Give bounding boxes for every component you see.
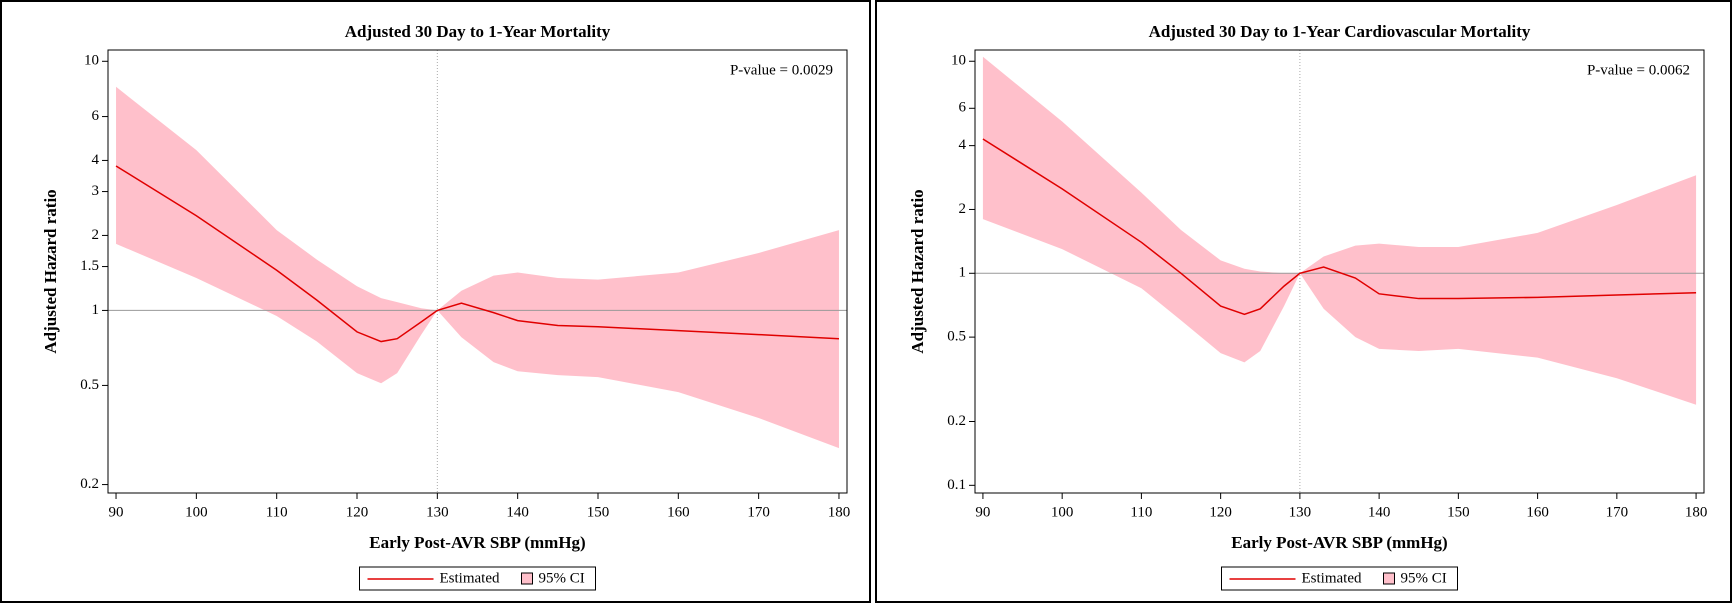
y-tick-label: 2 <box>959 201 967 217</box>
x-tick-label: 130 <box>426 504 449 520</box>
x-tick-label: 170 <box>1606 504 1629 520</box>
y-tick-label: 10 <box>951 53 966 69</box>
x-tick-label: 180 <box>1685 504 1708 520</box>
x-tick-label: 140 <box>506 504 529 520</box>
x-tick-label: 160 <box>667 504 690 520</box>
x-tick-label: 90 <box>975 504 990 520</box>
y-tick-label: 3 <box>92 183 100 199</box>
y-tick-label: 4 <box>959 137 967 153</box>
plot-frame <box>974 49 1705 494</box>
legend-label: 95% CI <box>1401 570 1447 586</box>
x-tick-label: 110 <box>266 504 288 520</box>
chart-panel: Adjusted 30 Day to 1-Year Cardiovascular… <box>875 0 1732 603</box>
legend-box <box>1221 566 1458 591</box>
legend-label: 95% CI <box>539 570 585 586</box>
x-tick-label: 180 <box>828 504 851 520</box>
y-tick-label: 0.1 <box>947 477 966 493</box>
panel-border <box>875 0 1732 603</box>
legend-swatch <box>1383 572 1395 585</box>
p-value: P-value = 0.0062 <box>1587 62 1690 78</box>
x-axis-label: Early Post-AVR SBP (mmHg) <box>1231 533 1447 552</box>
y-tick-label: 2 <box>92 227 100 243</box>
plot-frame <box>107 49 848 494</box>
x-tick-label: 150 <box>1447 504 1470 520</box>
ci-band <box>982 56 1697 405</box>
y-tick-label: 0.5 <box>947 329 966 345</box>
chart-title: Adjusted 30 Day to 1-Year Mortality <box>345 22 611 41</box>
estimate-line <box>115 165 840 343</box>
panel-border <box>0 0 871 603</box>
x-tick-label: 110 <box>1130 504 1152 520</box>
x-axis-label: Early Post-AVR SBP (mmHg) <box>369 533 585 552</box>
y-tick-label: 6 <box>959 100 967 116</box>
y-tick-label: 6 <box>92 108 100 124</box>
chart-title: Adjusted 30 Day to 1-Year Cardiovascular… <box>1149 22 1531 41</box>
y-axis-label: Adjusted Hazard ratio <box>41 189 60 353</box>
y-tick-label: 1 <box>92 302 100 318</box>
x-tick-label: 100 <box>1051 504 1074 520</box>
x-tick-label: 150 <box>587 504 610 520</box>
x-tick-label: 100 <box>185 504 208 520</box>
y-tick-label: 4 <box>92 152 100 168</box>
x-tick-label: 90 <box>109 504 124 520</box>
chart-panel: Adjusted 30 Day to 1-Year Mortality Early… <box>0 0 871 603</box>
x-tick-label: 120 <box>1209 504 1232 520</box>
y-tick-label: 1 <box>959 265 967 281</box>
y-axis-label: Adjusted Hazard ratio <box>908 189 927 353</box>
x-tick-label: 130 <box>1289 504 1312 520</box>
legend-label: Estimated <box>440 570 500 586</box>
y-tick-label: 0.2 <box>80 476 99 492</box>
y-tick-label: 0.5 <box>80 377 99 393</box>
ci-band <box>116 86 839 449</box>
y-tick-label: 0.2 <box>947 413 966 429</box>
x-tick-label: 170 <box>747 504 770 520</box>
legend-swatch <box>521 572 533 585</box>
p-value: P-value = 0.0029 <box>730 62 833 78</box>
y-tick-label: 1.5 <box>80 258 99 274</box>
x-tick-label: 120 <box>346 504 369 520</box>
x-tick-label: 160 <box>1526 504 1549 520</box>
legend-label: Estimated <box>1302 570 1362 586</box>
estimate-line <box>982 138 1697 316</box>
legend-box <box>359 566 596 591</box>
y-tick-label: 10 <box>84 53 99 69</box>
x-tick-label: 140 <box>1368 504 1391 520</box>
